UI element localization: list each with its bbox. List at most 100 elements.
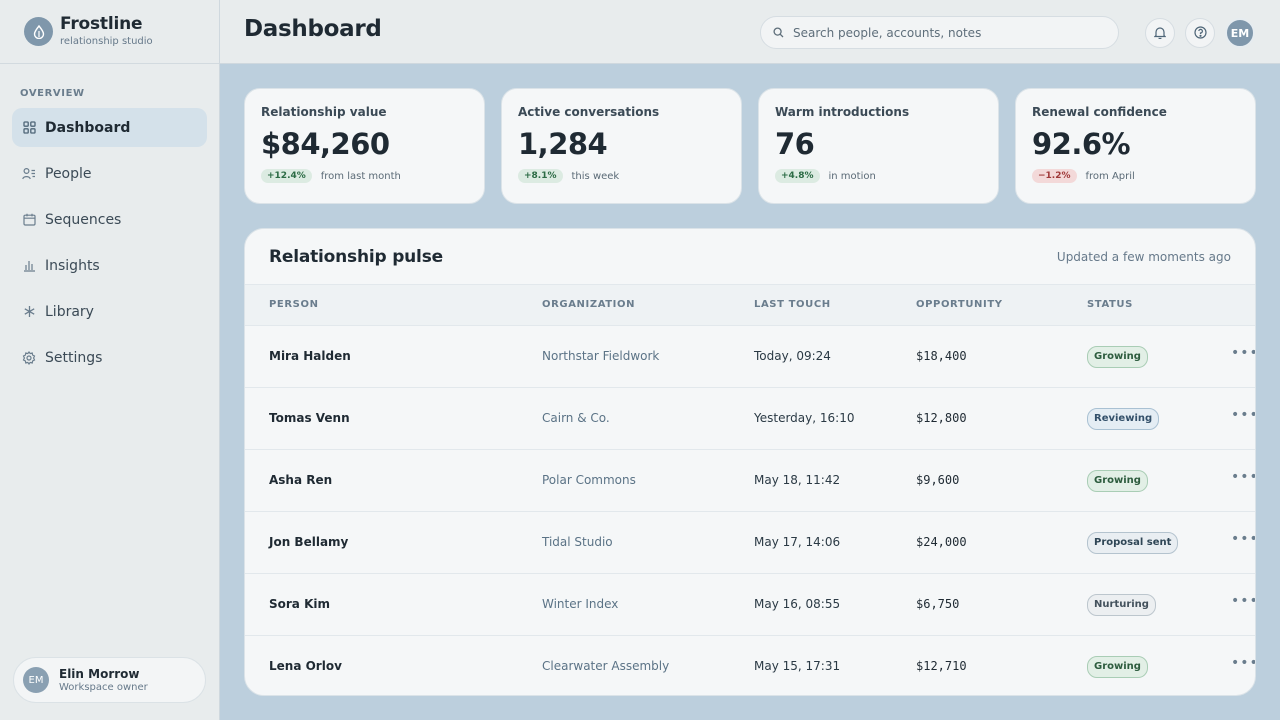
page-title: Dashboard: [244, 16, 382, 42]
column-header-opportunity[interactable]: OPPORTUNITY: [916, 299, 1003, 310]
status-badge: Nurturing: [1087, 594, 1156, 616]
gear-icon: [22, 350, 36, 365]
table-header: PERSON ORGANIZATION LAST TOUCH OPPORTUNI…: [245, 285, 1255, 326]
table-row[interactable]: Lena Orlov Clearwater Assembly May 15, 1…: [245, 636, 1255, 695]
sidebar-item-label: Dashboard: [45, 119, 131, 136]
sidebar-item-sequences[interactable]: Sequences: [12, 200, 207, 239]
status-badge: Growing: [1087, 346, 1148, 368]
brand[interactable]: Frostline relationship studio: [0, 0, 219, 64]
column-header-last-touch[interactable]: LAST TOUCH: [754, 299, 831, 310]
column-header-organization[interactable]: ORGANIZATION: [542, 299, 636, 310]
organization-name[interactable]: Winter Index: [542, 597, 619, 611]
stat-card-renewal-confidence: Renewal confidence 92.6% −1.2% from Apri…: [1015, 88, 1256, 204]
organization-name[interactable]: Clearwater Assembly: [542, 659, 670, 673]
stat-note: from April: [1085, 170, 1135, 182]
people-icon: [22, 167, 36, 181]
stat-change-badge: +8.1%: [518, 169, 563, 183]
person-name[interactable]: Lena Orlov: [269, 659, 342, 673]
bell-icon: [1153, 24, 1167, 43]
more-horizontal-icon[interactable]: •••: [1231, 593, 1255, 609]
sidebar-item-label: Insights: [45, 257, 100, 274]
last-touch: Yesterday, 16:10: [754, 411, 855, 425]
sidebar-item-label: Settings: [45, 349, 103, 366]
person-name[interactable]: Sora Kim: [269, 597, 330, 611]
stat-label: Warm introductions: [775, 105, 910, 119]
organization-name[interactable]: Cairn & Co.: [542, 411, 610, 425]
opportunity-value: $18,400: [916, 349, 967, 363]
stat-label: Relationship value: [261, 105, 387, 119]
search-box[interactable]: [760, 16, 1119, 49]
stat-note: from last month: [320, 170, 401, 182]
updated-timestamp: Updated a few moments ago: [1056, 249, 1231, 264]
more-horizontal-icon[interactable]: •••: [1231, 655, 1255, 671]
sidebar-item-dashboard[interactable]: Dashboard: [12, 108, 207, 147]
opportunity-value: $12,800: [916, 411, 967, 425]
column-header-status[interactable]: STATUS: [1087, 299, 1133, 310]
person-name[interactable]: Tomas Venn: [269, 411, 350, 425]
more-horizontal-icon[interactable]: •••: [1231, 531, 1255, 547]
table-row[interactable]: Tomas Venn Cairn & Co. Yesterday, 16:10 …: [245, 388, 1255, 450]
person-name[interactable]: Jon Bellamy: [269, 535, 349, 549]
notifications-button[interactable]: [1145, 18, 1175, 48]
sidebar-item-label: People: [45, 165, 92, 182]
status-badge: Growing: [1087, 470, 1148, 492]
help-button[interactable]: [1185, 18, 1215, 48]
opportunity-value: $24,000: [916, 535, 967, 549]
last-touch: May 17, 14:06: [754, 535, 841, 549]
sidebar-item-insights[interactable]: Insights: [12, 246, 207, 285]
user-card[interactable]: EM Elin Morrow Workspace owner: [13, 657, 206, 703]
more-horizontal-icon[interactable]: •••: [1231, 469, 1255, 485]
person-name[interactable]: Mira Halden: [269, 349, 351, 363]
asterisk-icon: [22, 305, 36, 319]
bar-chart-icon: [22, 259, 36, 273]
table-row[interactable]: Sora Kim Winter Index May 16, 08:55 $6,7…: [245, 574, 1255, 636]
search-icon: [773, 23, 784, 42]
stat-card-active-conversations: Active conversations 1,284 +8.1% this we…: [501, 88, 742, 204]
help-icon: [1193, 24, 1207, 43]
user-role: Workspace owner: [59, 681, 148, 693]
sidebar-item-label: Sequences: [45, 211, 122, 228]
opportunity-value: $6,750: [916, 597, 960, 611]
organization-name[interactable]: Tidal Studio: [542, 535, 613, 549]
stat-value: 92.6%: [1032, 127, 1131, 161]
search-input[interactable]: [793, 25, 1093, 40]
sidebar-item-settings[interactable]: Settings: [12, 338, 207, 377]
brand-name: Frostline: [60, 14, 143, 34]
last-touch: Today, 09:24: [754, 349, 831, 363]
column-header-person[interactable]: PERSON: [269, 299, 319, 310]
sidebar-item-people[interactable]: People: [12, 154, 207, 193]
grid-icon: [22, 121, 36, 135]
status-badge: Proposal sent: [1087, 532, 1179, 554]
calendar-icon: [22, 213, 36, 227]
stat-note: this week: [571, 170, 620, 182]
user-avatar-button[interactable]: EM: [1225, 18, 1255, 48]
stat-card-warm-introductions: Warm introductions 76 +4.8% in motion: [758, 88, 999, 204]
nav-section-label: OVERVIEW: [20, 88, 85, 99]
more-horizontal-icon[interactable]: •••: [1231, 407, 1255, 423]
stat-value: $84,260: [261, 127, 390, 161]
stat-change-badge: +4.8%: [775, 169, 820, 183]
table-row[interactable]: Asha Ren Polar Commons May 18, 11:42 $9,…: [245, 450, 1255, 512]
stat-label: Active conversations: [518, 105, 660, 119]
stat-card-relationship-value: Relationship value $84,260 +12.4% from l…: [244, 88, 485, 204]
sidebar: Frostline relationship studio OVERVIEW D…: [0, 0, 220, 720]
organization-name[interactable]: Northstar Fieldwork: [542, 349, 660, 363]
stat-value: 76: [775, 127, 815, 161]
sidebar-item-label: Library: [45, 303, 94, 320]
stat-note: in motion: [828, 170, 876, 182]
person-name[interactable]: Asha Ren: [269, 473, 333, 487]
table-row[interactable]: Mira Halden Northstar Fieldwork Today, 0…: [245, 326, 1255, 388]
stat-value: 1,284: [518, 127, 608, 161]
opportunity-value: $9,600: [916, 473, 960, 487]
last-touch: May 16, 08:55: [754, 597, 841, 611]
stat-change-badge: +12.4%: [261, 169, 312, 183]
organization-name[interactable]: Polar Commons: [542, 473, 636, 487]
table-row[interactable]: Jon Bellamy Tidal Studio May 17, 14:06 $…: [245, 512, 1255, 574]
brand-subtitle: relationship studio: [60, 36, 153, 47]
more-horizontal-icon[interactable]: •••: [1231, 345, 1255, 361]
last-touch: May 18, 11:42: [754, 473, 841, 487]
sidebar-item-library[interactable]: Library: [12, 292, 207, 331]
opportunity-value: $12,710: [916, 659, 967, 673]
avatar: EM: [23, 667, 49, 693]
stat-change-badge: −1.2%: [1032, 169, 1077, 183]
